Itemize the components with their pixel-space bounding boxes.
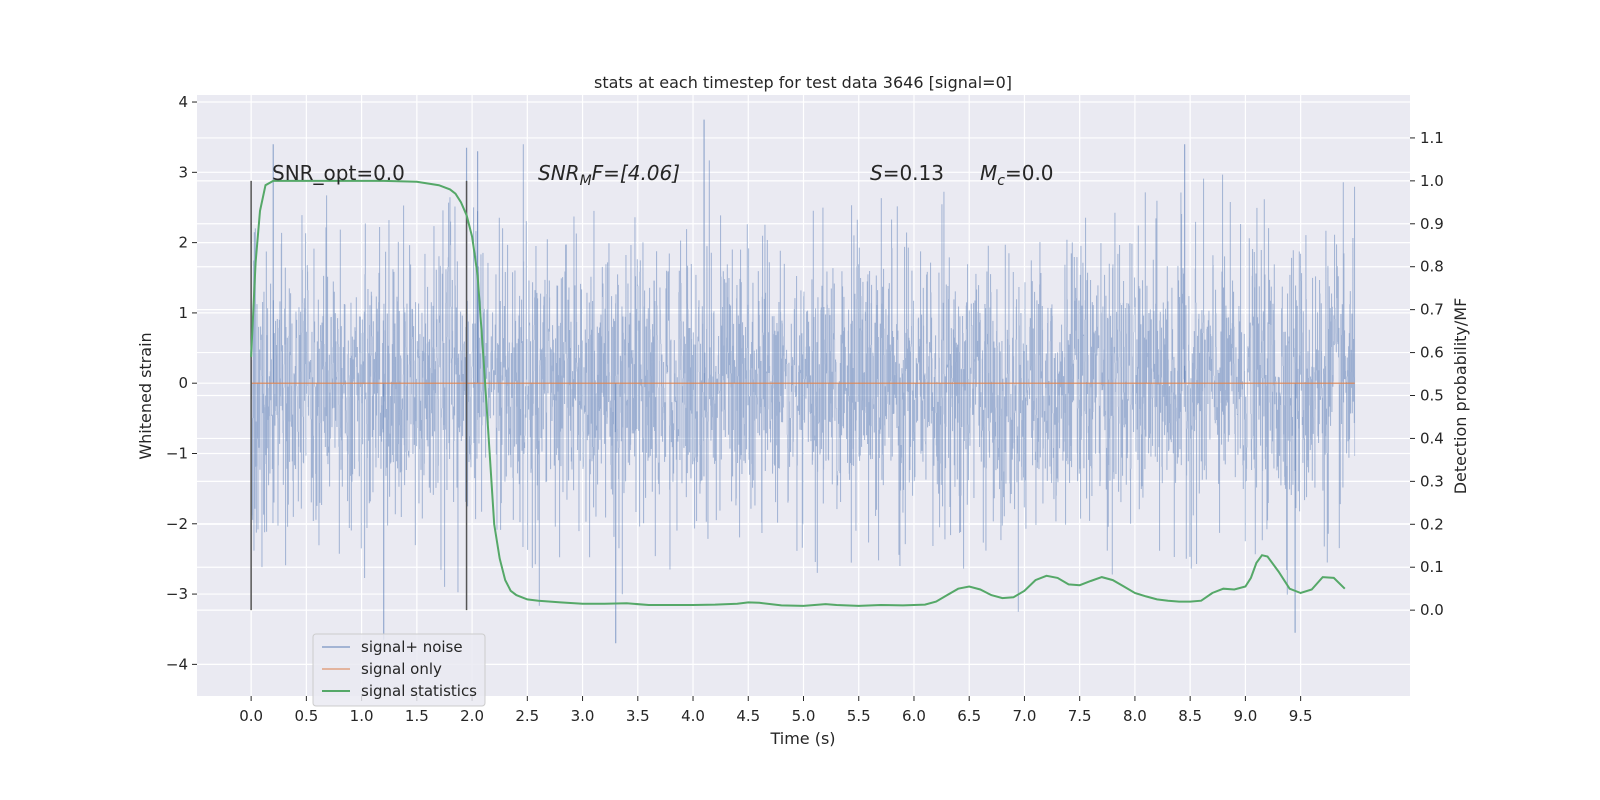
- y-tick-label: 4: [178, 93, 188, 111]
- y2-tick-label: 1.1: [1420, 129, 1444, 147]
- s-value: =0.13: [883, 161, 944, 185]
- y2-tick-label: 0.4: [1420, 429, 1444, 447]
- mc-sub: c: [997, 173, 1005, 189]
- x-tick-label: 5.0: [792, 707, 816, 725]
- y-tick-label: −4: [166, 655, 188, 673]
- mc-value: =0.0: [1005, 161, 1054, 185]
- legend: signal+ noise signal only signal statist…: [312, 633, 486, 707]
- x-ticks: 0.0 0.5 1.0 1.5 2.0 2.5 3.0 3.5 4.0 4.5 5.0 5.5 6.0 6…: [239, 696, 1313, 725]
- x-tick-label: 2.5: [515, 707, 539, 725]
- mc-label: M: [980, 161, 997, 185]
- x-tick-label: 7.0: [1013, 707, 1037, 725]
- x-tick-label: 8.5: [1178, 707, 1202, 725]
- y2-tick-label: 0.7: [1420, 301, 1444, 319]
- y2-tick-label: 0.1: [1420, 558, 1444, 576]
- x-tick-label: 6.5: [957, 707, 981, 725]
- x-tick-label: 8.0: [1123, 707, 1147, 725]
- y-tick-label: −2: [166, 515, 188, 533]
- y2-axis-label: Detection probability/MF: [1451, 298, 1470, 495]
- x-tick-label: 1.5: [405, 707, 429, 725]
- y-tick-label: −1: [166, 444, 188, 462]
- x-tick-label: 0.0: [239, 707, 263, 725]
- x-tick-label: 3.0: [571, 707, 595, 725]
- annotation-mc: Mc=0.0: [980, 161, 1054, 189]
- x-tick-label: 6.0: [902, 707, 926, 725]
- legend-label-noise: signal+ noise: [361, 638, 463, 656]
- y2-tick-label: 0.5: [1420, 387, 1444, 405]
- x-axis-label: Time (s): [769, 729, 835, 748]
- y-tick-label: 2: [178, 234, 188, 252]
- snr-mf-rest: F=[4.06]: [592, 161, 680, 185]
- y2-ticks: 0.0 0.1 0.2 0.3 0.4 0.5 0.6 0.7 0.8 0.9 1.0 1.1: [1410, 129, 1444, 619]
- x-tick-label: 3.5: [626, 707, 650, 725]
- y2-tick-label: 0.0: [1420, 601, 1444, 619]
- x-tick-label: 0.5: [294, 707, 318, 725]
- y2-tick-label: 0.3: [1420, 472, 1444, 490]
- s-label: S: [870, 161, 883, 185]
- y-axis-label: Whitened strain: [136, 332, 155, 459]
- signal-statistics-line: [250, 179, 1346, 607]
- y2-tick-label: 0.6: [1420, 344, 1444, 362]
- x-tick-label: 9.0: [1233, 707, 1257, 725]
- annotation-s: S=0.13: [870, 161, 944, 185]
- y-tick-label: −3: [166, 585, 188, 603]
- y-ticks: −4 −3 −2 −1 0 1 2 3 4: [166, 93, 197, 673]
- y2-tick-label: 0.9: [1420, 215, 1444, 233]
- x-tick-label: 1.0: [350, 707, 374, 725]
- y-tick-label: 1: [178, 304, 188, 322]
- x-tick-label: 4.0: [681, 707, 705, 725]
- chart-title: stats at each timestep for test data 364…: [594, 73, 1012, 92]
- y2-tick-label: 1.0: [1420, 172, 1444, 190]
- y2-tick-label: 0.8: [1420, 258, 1444, 276]
- legend-label-statistics: signal statistics: [361, 682, 477, 700]
- x-tick-label: 7.5: [1068, 707, 1092, 725]
- legend-label-signal: signal only: [361, 660, 442, 678]
- annotation-snr-opt: SNR_opt=0.0: [272, 161, 405, 185]
- snr-mf-base: SNR: [538, 161, 580, 185]
- x-tick-label: 4.5: [736, 707, 760, 725]
- y2-tick-label: 0.2: [1420, 515, 1444, 533]
- annotation-snr-mf: SNRMF=[4.06]: [538, 161, 680, 189]
- legend-box: [312, 633, 486, 707]
- snr-mf-sub: M: [580, 173, 592, 189]
- x-tick-label: 9.5: [1289, 707, 1313, 725]
- x-tick-label: 2.0: [460, 707, 484, 725]
- x-tick-label: 5.5: [847, 707, 871, 725]
- y-tick-label: 0: [178, 374, 188, 392]
- y-tick-label: 3: [178, 163, 188, 181]
